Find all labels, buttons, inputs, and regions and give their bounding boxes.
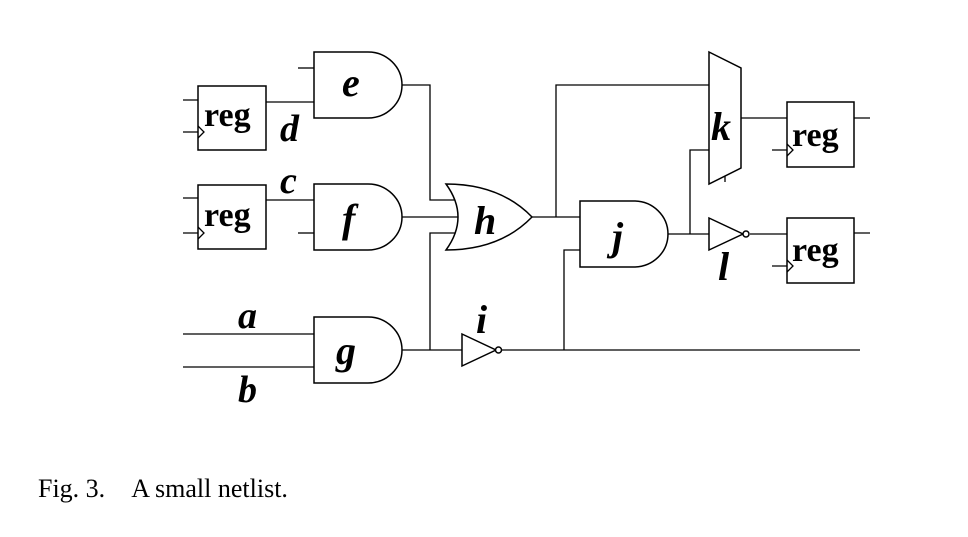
- mux-k-label: k: [711, 104, 731, 149]
- caption-label: Fig. 3.: [38, 474, 106, 503]
- net-a-label: a: [238, 295, 257, 337]
- register-label: reg: [204, 197, 251, 234]
- register-top-left: reg: [183, 85, 267, 151]
- gate-g-label: g: [335, 328, 356, 373]
- gate-j: j: [579, 200, 669, 268]
- gate-e-label: e: [342, 60, 360, 105]
- register-mid-left: reg: [183, 184, 267, 250]
- net-b-label: b: [238, 369, 257, 411]
- gate-g: g: [313, 316, 403, 384]
- figure-caption: Fig. 3. A small netlist.: [38, 474, 288, 504]
- mux-k: k: [708, 50, 742, 186]
- gate-f: f: [313, 183, 403, 251]
- register-label: reg: [792, 117, 839, 154]
- register-top-right: reg: [772, 101, 870, 168]
- gate-h: h: [444, 183, 534, 251]
- wires: [183, 67, 860, 368]
- gate-i: i: [461, 297, 503, 368]
- gate-e: e: [313, 51, 403, 119]
- register-label: reg: [792, 232, 839, 269]
- net-d-label: d: [280, 108, 300, 150]
- net-c-label: c: [280, 160, 297, 202]
- gate-l: l: [708, 216, 750, 289]
- gate-i-label: i: [476, 297, 487, 342]
- gate-f-label: f: [342, 196, 359, 241]
- gate-h-label: h: [474, 198, 496, 243]
- register-label: reg: [204, 97, 251, 134]
- gate-l-label: l: [718, 244, 730, 289]
- register-bottom-right: reg: [772, 217, 870, 284]
- caption-text: A small netlist.: [131, 474, 288, 503]
